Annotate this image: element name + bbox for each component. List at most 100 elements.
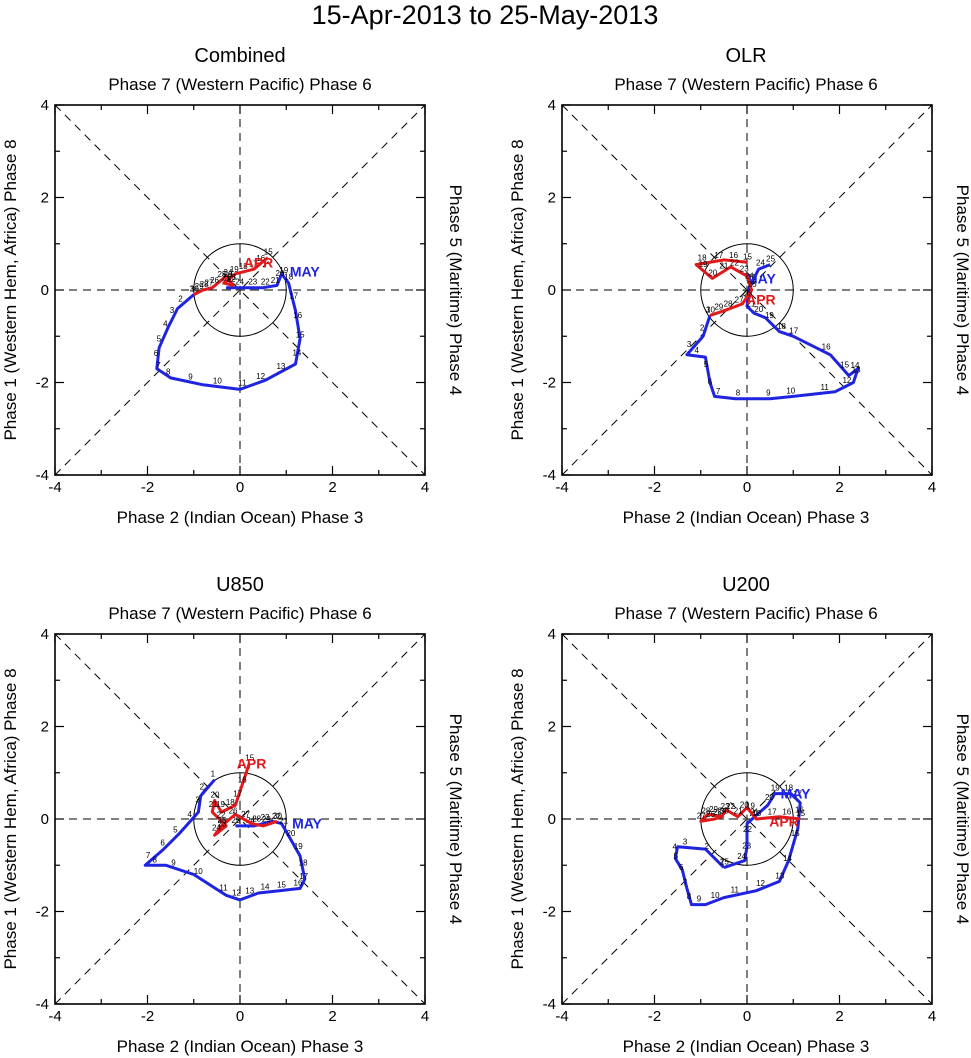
x-tick-label: -2 — [648, 479, 661, 496]
day-label: 4 — [163, 320, 168, 329]
day-label: 10 — [711, 891, 720, 900]
series-line-apr — [694, 258, 754, 317]
left-axis-label: Phase 1 (Western Hem, Africa) Phase 8 — [508, 139, 527, 440]
y-tick-label: 2 — [41, 719, 49, 736]
day-label: 15 — [791, 829, 800, 838]
day-label: 12 — [756, 879, 765, 888]
day-label: 8 — [736, 389, 741, 398]
day-label: 26 — [706, 810, 715, 819]
day-label: 10 — [786, 387, 795, 396]
day-label: 28 — [252, 815, 261, 824]
chart-panel-u850: U850 Phase 7 (Western Pacific) Phase 6 P… — [1, 574, 465, 1056]
day-label: 17 — [793, 790, 802, 799]
day-label: 20 — [754, 305, 763, 314]
month-label-may: MAY — [290, 264, 320, 280]
day-label: 11 — [219, 884, 228, 893]
day-label: 17 — [289, 292, 298, 301]
day-label: 18 — [284, 273, 293, 282]
day-label: 20 — [286, 829, 295, 838]
day-label: 15 — [245, 754, 254, 763]
page-title: 15-Apr-2013 to 25-May-2013 — [312, 0, 659, 30]
day-label: 18 — [777, 322, 786, 331]
day-label: 29 — [195, 282, 204, 291]
day-label: 23 — [742, 841, 751, 850]
day-label: 1 — [706, 305, 711, 314]
right-axis-label: Phase 5 (Maritime) Phase 4 — [446, 714, 465, 925]
top-axis-label: Phase 7 (Western Pacific) Phase 6 — [108, 75, 371, 94]
day-label: 23 — [261, 813, 270, 822]
diagonal-line — [54, 633, 426, 1005]
day-label: 20 — [211, 791, 220, 800]
diagonal-line — [561, 633, 933, 1005]
day-label: 3 — [683, 838, 688, 847]
day-label: 19 — [771, 784, 780, 793]
day-label: 30 — [273, 811, 282, 820]
day-label: 21 — [719, 262, 728, 271]
y-tick-label: 2 — [548, 190, 556, 207]
day-label: 28 — [200, 280, 209, 289]
day-label: 23 — [748, 273, 757, 282]
day-label: 20 — [276, 269, 285, 278]
day-label: 12 — [842, 376, 851, 385]
y-tick-label: -4 — [36, 467, 49, 484]
x-tick-label: -2 — [141, 479, 154, 496]
day-label: 25 — [766, 255, 775, 264]
day-label: 22 — [217, 810, 226, 819]
chart-panel-u200: U200 Phase 7 (Western Pacific) Phase 6 P… — [508, 574, 971, 1056]
day-label: 20 — [708, 268, 717, 277]
series-line-may — [155, 272, 302, 391]
day-label: 27 — [205, 279, 214, 288]
day-label: 7 — [716, 387, 721, 396]
chart-title: OLR — [725, 45, 766, 67]
day-label: 17 — [768, 807, 777, 816]
day-label: 8 — [687, 892, 692, 901]
day-label: 4 — [694, 346, 699, 355]
day-label: 25 — [713, 808, 722, 817]
left-axis-label: Phase 1 (Western Hem, Africa) Phase 8 — [1, 139, 20, 440]
day-label: 21 — [279, 816, 288, 825]
day-label: 14 — [783, 854, 792, 863]
chart-title: U850 — [216, 574, 264, 596]
diagonal-line — [561, 633, 933, 1005]
day-label: 2 — [700, 324, 705, 333]
day-label: 4 — [187, 810, 192, 819]
day-label: 10 — [194, 867, 203, 876]
day-label: 17 — [789, 326, 798, 335]
y-tick-label: 4 — [548, 626, 556, 643]
x-tick-label: 0 — [236, 479, 244, 496]
day-label: 16 — [293, 311, 302, 320]
day-label: 4 — [672, 843, 677, 852]
day-label: 13 — [775, 871, 784, 880]
day-label: 16 — [238, 776, 247, 785]
x-tick-label: 4 — [928, 479, 936, 496]
right-axis-label: Phase 5 (Maritime) Phase 4 — [953, 185, 971, 396]
day-label: 9 — [171, 858, 176, 867]
day-label: 23 — [721, 802, 730, 811]
diagonal-line — [561, 104, 933, 476]
day-label: 6 — [154, 349, 159, 358]
day-label: 21 — [750, 807, 759, 816]
day-label: 26 — [742, 288, 751, 297]
day-label: 17 — [233, 790, 242, 799]
day-label: 15 — [796, 809, 805, 818]
x-tick-label: 4 — [928, 1008, 936, 1025]
day-label: 19 — [279, 266, 288, 275]
day-label: 15 — [743, 252, 752, 261]
day-label: 16 — [256, 254, 265, 263]
day-label: 30 — [190, 285, 199, 294]
day-label: 25 — [748, 280, 757, 289]
day-label: 29 — [714, 303, 723, 312]
day-label: 26 — [229, 807, 238, 816]
day-label: 28 — [724, 299, 733, 308]
day-label: 25 — [231, 816, 240, 825]
day-label: 15 — [840, 360, 849, 369]
y-tick-label: 2 — [41, 190, 49, 207]
day-label: 1 — [720, 858, 725, 867]
month-label-apr: APR — [237, 756, 267, 772]
day-label: 1 — [190, 285, 195, 294]
